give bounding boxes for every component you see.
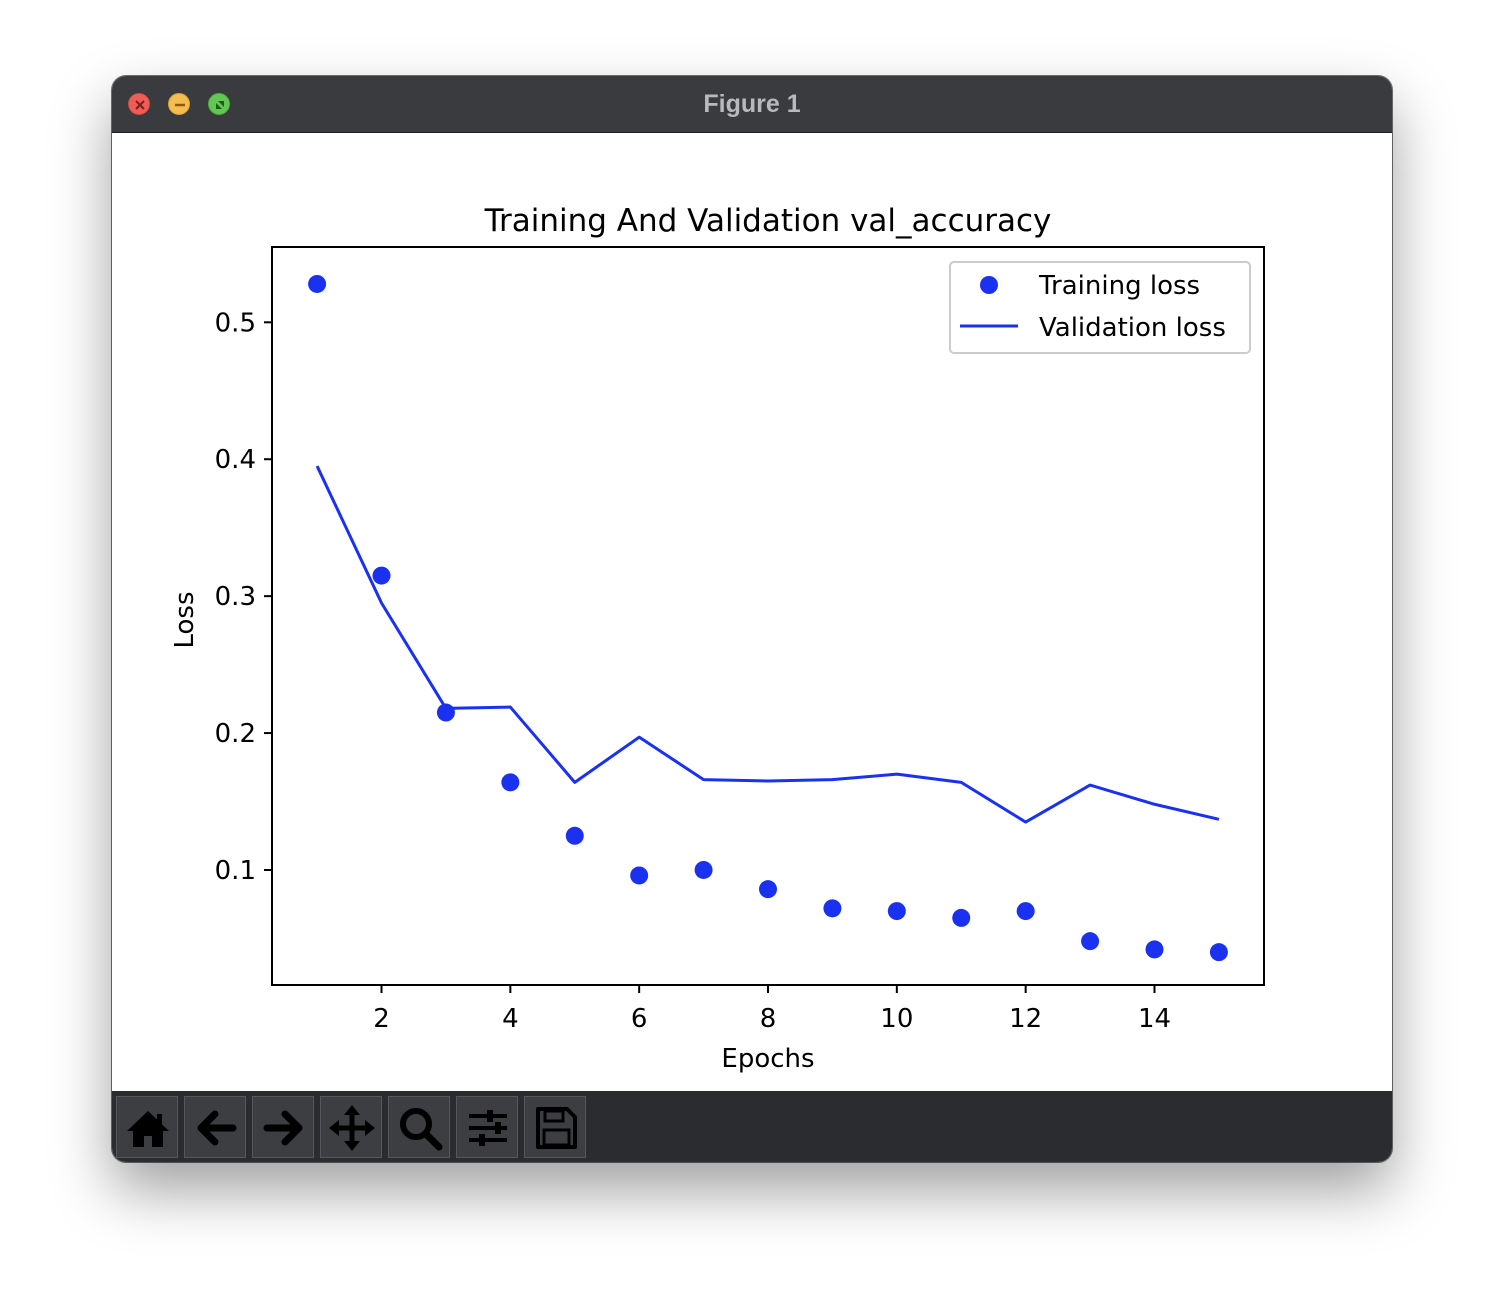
x-tick-label: 4 <box>502 1004 519 1034</box>
training-loss-point <box>759 880 777 899</box>
minimize-icon <box>175 103 185 107</box>
x-tick-label: 10 <box>880 1004 913 1034</box>
y-tick-label: 0.5 <box>215 308 256 338</box>
home-button[interactable] <box>116 1096 178 1158</box>
training-loss-point <box>823 899 842 918</box>
validation-loss-line <box>315 465 1220 824</box>
legend-frame <box>949 261 1251 354</box>
back-button[interactable] <box>184 1096 246 1158</box>
training-loss-point <box>630 866 649 885</box>
arrow-right-icon <box>263 1110 303 1146</box>
x-tick-label: 14 <box>1138 1004 1171 1034</box>
magnifier-icon <box>400 1108 443 1151</box>
zoom-button[interactable] <box>388 1096 450 1158</box>
move-icon <box>329 1105 375 1151</box>
fullscreen-icon <box>216 101 224 109</box>
floppy-disk-icon <box>536 1107 577 1149</box>
y-tick-label: 0.2 <box>215 719 256 749</box>
pan-button[interactable] <box>320 1096 382 1158</box>
legend-marker-training-loss <box>980 276 998 294</box>
arrow-left-icon <box>197 1110 237 1146</box>
training-loss-point <box>1081 932 1100 951</box>
y-axis-label: Loss <box>170 591 200 648</box>
x-axis-label: Epochs <box>721 1044 814 1074</box>
window-title: Figure 1 <box>703 90 801 118</box>
x-tick-label: 8 <box>760 1004 777 1034</box>
training-loss-point <box>952 908 971 927</box>
close-icon <box>135 100 145 110</box>
save-button[interactable] <box>524 1096 586 1158</box>
training-loss-point <box>887 902 906 921</box>
training-loss-point <box>436 703 455 722</box>
chart-title: Training And Validation val_accuracy <box>484 203 1052 239</box>
training-loss-point <box>1209 943 1228 962</box>
navigation-toolbar <box>112 1091 1392 1162</box>
legend: Training loss Validation loss <box>949 261 1251 354</box>
minimize-window-button[interactable] <box>168 93 190 115</box>
x-tick-label: 6 <box>631 1004 648 1034</box>
training-loss-point <box>308 274 327 293</box>
training-loss-point <box>501 773 520 792</box>
y-tick-label: 0.1 <box>215 856 256 886</box>
figure-window: Figure 1 Training And Validation val_acc… <box>112 76 1392 1162</box>
x-tick-label: 12 <box>1009 1004 1042 1034</box>
legend-label-training-loss: Training loss <box>1038 271 1200 301</box>
training-loss-point <box>1016 902 1035 921</box>
training-loss-point <box>565 826 584 845</box>
sliders-icon <box>469 1110 507 1146</box>
y-tick-label: 0.4 <box>215 445 256 475</box>
close-window-button[interactable] <box>128 93 150 115</box>
configure-subplots-button[interactable] <box>456 1096 518 1158</box>
training-loss-point <box>694 860 713 879</box>
y-tick-label: 0.3 <box>215 582 256 612</box>
x-tick-label: 2 <box>373 1004 390 1034</box>
training-loss-point <box>372 566 391 585</box>
chart: Training And Validation val_accuracy 2 4 6… <box>170 203 1265 1074</box>
zoom-window-button[interactable] <box>208 93 230 115</box>
home-icon <box>127 1111 169 1147</box>
legend-label-validation-loss: Validation loss <box>1039 313 1226 343</box>
figure-canvas[interactable]: Training And Validation val_accuracy 2 4 6… <box>112 133 1392 1091</box>
title-bar: Figure 1 <box>112 76 1392 133</box>
training-loss-point <box>1145 940 1164 959</box>
plot-area-frame <box>271 246 1265 986</box>
forward-button[interactable] <box>252 1096 314 1158</box>
